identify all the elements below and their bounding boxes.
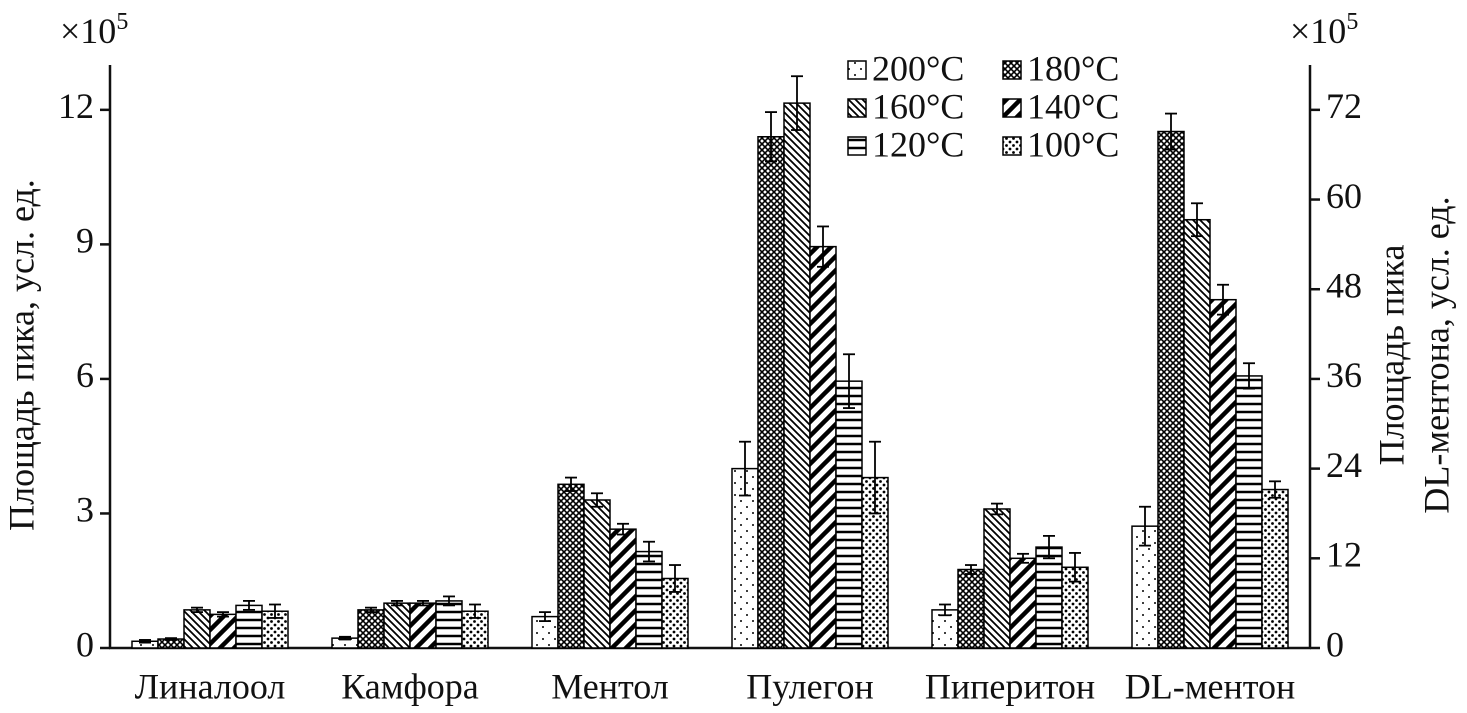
y2-tick-label: 60 xyxy=(1326,176,1362,216)
x-tick-label: Камфора xyxy=(341,666,479,706)
error-bar xyxy=(391,600,403,607)
legend-label: 160°C xyxy=(872,86,964,126)
bar xyxy=(783,102,811,649)
error-bar xyxy=(965,564,977,575)
error-bar xyxy=(443,595,455,607)
bar xyxy=(1009,557,1037,649)
legend-swatch xyxy=(847,136,867,156)
legend-label: 140°C xyxy=(1027,86,1119,126)
bar xyxy=(1261,488,1289,649)
bar xyxy=(661,577,689,649)
y2-axis-label: Площадь пика xyxy=(1371,245,1411,466)
y-tick-label: 12 xyxy=(58,86,94,126)
legend-label: 180°C xyxy=(1027,48,1119,88)
bar xyxy=(183,609,211,649)
bar xyxy=(1183,218,1211,649)
bar xyxy=(235,604,263,649)
error-bar xyxy=(269,603,281,619)
bar xyxy=(609,528,637,649)
error-bar xyxy=(1269,480,1281,499)
error-bar xyxy=(365,606,377,614)
bar xyxy=(957,568,985,649)
error-bar xyxy=(791,75,803,131)
y2-tick-label: 24 xyxy=(1326,445,1362,485)
y2-tick-label: 48 xyxy=(1326,265,1362,305)
bar xyxy=(931,609,959,649)
error-bar xyxy=(591,492,603,508)
bar xyxy=(983,508,1011,649)
bar xyxy=(1209,298,1237,649)
bar xyxy=(357,609,385,649)
bar xyxy=(435,600,463,649)
bar xyxy=(757,136,785,649)
error-bar xyxy=(339,635,351,641)
legend-swatch xyxy=(1002,136,1022,156)
x-tick-label: DL-ментон xyxy=(1125,666,1296,706)
error-bar xyxy=(1069,552,1081,583)
y-multiplier: ×105 xyxy=(60,9,128,52)
y-tick-label: 3 xyxy=(76,490,94,530)
error-bar xyxy=(869,440,881,515)
bar xyxy=(209,613,237,649)
y2-tick-label: 12 xyxy=(1326,535,1362,575)
error-bar xyxy=(617,522,629,536)
y-tick-label: 6 xyxy=(76,355,94,395)
error-bar xyxy=(1243,362,1255,390)
y2-multiplier: ×105 xyxy=(1290,9,1358,52)
bar xyxy=(1035,546,1063,649)
bar xyxy=(583,499,611,649)
bar xyxy=(383,602,411,649)
legend-swatch xyxy=(1002,60,1022,80)
error-bar xyxy=(565,476,577,492)
y-tick-label: 9 xyxy=(76,221,94,261)
error-bar xyxy=(539,611,551,622)
error-bar xyxy=(243,600,255,611)
error-bar xyxy=(469,603,481,619)
y-tick-label: 0 xyxy=(76,624,94,664)
error-bar xyxy=(817,225,829,268)
x-tick-label: Пулегон xyxy=(746,666,874,706)
bar xyxy=(635,550,663,649)
y2-tick-label: 0 xyxy=(1326,624,1344,664)
error-bar xyxy=(1217,283,1229,316)
y2-tick-label: 72 xyxy=(1326,86,1362,126)
bar xyxy=(1235,375,1263,649)
bar xyxy=(557,483,585,649)
y2-axis-label: DL-ментона, усл. ед. xyxy=(1416,196,1456,513)
bar xyxy=(409,602,437,649)
legend-swatch xyxy=(1002,98,1022,118)
legend-swatch xyxy=(847,60,867,80)
error-bar xyxy=(217,611,229,618)
legend-swatch xyxy=(847,98,867,118)
bar xyxy=(809,245,837,649)
bar xyxy=(835,380,863,649)
legend-label: 100°C xyxy=(1027,124,1119,164)
error-bar xyxy=(765,111,777,163)
error-bar xyxy=(939,603,951,617)
error-bar xyxy=(1165,112,1177,151)
error-bar xyxy=(739,440,751,497)
legend-label: 200°C xyxy=(872,48,964,88)
error-bar xyxy=(843,353,855,409)
error-bar xyxy=(991,502,1003,516)
error-bar xyxy=(1043,534,1055,560)
legend-label: 120°C xyxy=(872,124,964,164)
error-bar xyxy=(1139,505,1151,547)
y2-tick-label: 36 xyxy=(1326,355,1362,395)
error-bar xyxy=(669,564,681,593)
error-bar xyxy=(643,540,655,563)
error-bar xyxy=(1017,552,1029,564)
x-tick-label: Линалоол xyxy=(135,666,286,706)
error-bar xyxy=(165,637,177,641)
x-tick-label: Пиперитон xyxy=(925,666,1095,706)
error-bar xyxy=(417,600,429,607)
bar xyxy=(1157,130,1185,649)
error-bar xyxy=(1191,202,1203,238)
error-bar xyxy=(191,606,203,614)
error-bar xyxy=(139,639,151,644)
y-axis-label: Площадь пика, усл. ед. xyxy=(1,179,41,531)
x-tick-label: Ментол xyxy=(551,666,669,706)
